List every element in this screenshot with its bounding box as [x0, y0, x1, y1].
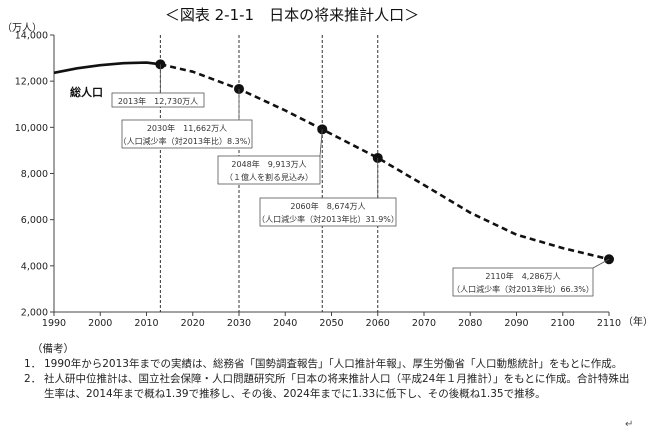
annotation-box: [217, 155, 321, 185]
y-tick-label: 10,000: [15, 123, 48, 134]
annotation-text: （１億人を割る見込み）: [225, 172, 313, 182]
series-line-推計: [160, 63, 610, 261]
annotation-text: 2110年 4,286万人: [485, 271, 560, 281]
x-tick-label: 2050: [319, 318, 343, 329]
annotation-leader: [319, 129, 323, 157]
chart-title: ＜図表 2-1-1 日本の将来推計人口＞: [165, 6, 419, 24]
x-tick-label: 2030: [227, 318, 251, 329]
annotation-text: （人口減少率（対2013年比）8.3%）: [119, 136, 256, 146]
x-tick-label: 2060: [366, 318, 390, 329]
annotation-text: 2048年 9,913万人: [231, 159, 306, 169]
note-text: 社人研中位推計は、国立社会保障・人口問題研究所「日本の将来推計人口（平成24年１…: [44, 373, 630, 400]
note-number: 2．: [24, 373, 42, 385]
note-item-2: 2． 社人研中位推計は、国立社会保障・人口問題研究所「日本の将来推計人口（平成2…: [24, 372, 639, 402]
x-tick-label: 2110: [597, 318, 621, 329]
annotation-box: [121, 119, 253, 149]
x-tick-label: 2070: [412, 318, 436, 329]
annotation-text: 2060年 8,674万人: [290, 201, 365, 211]
y-unit-label: （万人）: [2, 22, 42, 34]
y-tick-label: 2,000: [21, 308, 48, 319]
series-label-total-population: 総人口: [70, 85, 103, 99]
y-tick-label: 4,000: [21, 261, 48, 272]
annotations-layer: 2013年 12,730万人 2030年 11,662万人 （人口減少率（対2013…: [111, 64, 610, 297]
annotation-box: [111, 92, 205, 108]
series-layer: [53, 61, 610, 261]
x-tick-label: 2010: [134, 318, 158, 329]
note-item-1: 1． 1990年から2013年までの実績は、総務省「国勢調査報告」「人口推計年報…: [24, 357, 639, 372]
annotation-leader: [592, 258, 610, 269]
annotation-box: [259, 197, 397, 227]
notes: （備考） 1． 1990年から2013年までの実績は、総務省「国勢調査報告」「人…: [24, 342, 639, 402]
x-tick-label: 1990: [42, 318, 66, 329]
annotation-text: （人口減少率（対2013年比）66.3%）: [452, 284, 594, 294]
y-tick-label: 8,000: [21, 169, 48, 180]
x-tick-label: 2040: [273, 318, 297, 329]
annotation-text: （人口減少率（対2013年比）31.9%）: [257, 214, 399, 224]
x-tick-label: 2080: [458, 318, 482, 329]
y-tick-label: 12,000: [15, 77, 48, 88]
return-mark: ↵: [625, 419, 634, 430]
x-tick-label: 2090: [504, 318, 528, 329]
notes-header: （備考）: [32, 343, 74, 355]
y-tick-label: 14,000: [15, 31, 48, 42]
axes: 2,000 4,000 6,000 8,000 10,000 12,000 14,000 19…: [15, 31, 621, 330]
series-line-実績: [53, 61, 161, 75]
x-tick-label: 2000: [88, 318, 112, 329]
annotation-box: [452, 267, 594, 297]
y-tick-label: 6,000: [21, 215, 48, 226]
note-text: 1990年から2013年までの実績は、総務省「国勢調査報告」「人口推計年報」、厚…: [44, 358, 623, 370]
x-tick-label: 2100: [551, 318, 575, 329]
note-number: 1．: [24, 358, 42, 370]
x-unit-label: （年）: [623, 315, 647, 328]
population-chart: ＜図表 2-1-1 日本の将来推計人口＞ （万人） （年） 2,000 4,000…: [2, 6, 647, 330]
annotation-text: 2030年 11,662万人: [147, 123, 227, 133]
x-tick-label: 2020: [181, 318, 205, 329]
annotation-text: 2013年 12,730万人: [118, 96, 198, 106]
